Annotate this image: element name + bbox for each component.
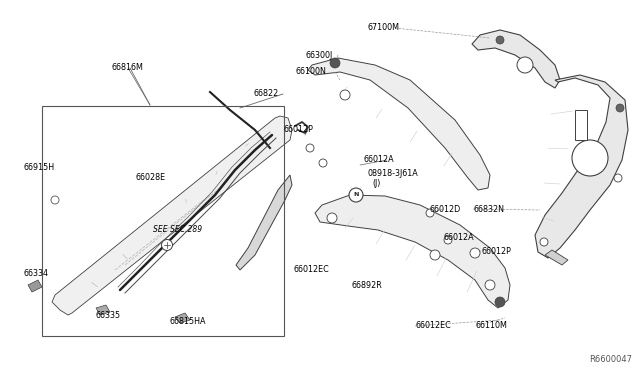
Text: 66815HA: 66815HA [170,317,207,327]
Circle shape [572,140,608,176]
Circle shape [517,57,533,73]
Polygon shape [28,280,42,292]
Circle shape [614,174,622,182]
Circle shape [496,36,504,44]
Text: 66334: 66334 [24,269,49,278]
Circle shape [319,159,327,167]
Text: (J): (J) [372,180,380,189]
Text: SEE SEC.289: SEE SEC.289 [153,224,202,234]
Polygon shape [535,75,628,258]
Polygon shape [545,250,568,265]
Circle shape [444,236,452,244]
Polygon shape [175,313,190,323]
Circle shape [426,209,434,217]
Polygon shape [96,305,110,315]
Text: 66028E: 66028E [136,173,166,183]
Polygon shape [308,58,490,190]
Text: 66335: 66335 [96,311,121,321]
Circle shape [161,240,173,250]
Circle shape [495,297,505,307]
Text: 08918-3J61A: 08918-3J61A [367,170,418,179]
Text: 66012EC: 66012EC [294,264,330,273]
Text: 66300J: 66300J [305,51,332,60]
Bar [575,110,587,140]
Circle shape [470,248,480,258]
Circle shape [616,104,624,112]
Text: 66012P: 66012P [283,125,313,135]
Circle shape [340,90,350,100]
Text: 66012A: 66012A [444,232,475,241]
Polygon shape [52,116,292,315]
Circle shape [306,144,314,152]
Text: 66915H: 66915H [24,164,55,173]
Circle shape [349,188,363,202]
Text: 66012P: 66012P [481,247,511,256]
Text: 67100M: 67100M [367,23,399,32]
Polygon shape [236,175,292,270]
Bar [42,106,284,336]
Polygon shape [315,195,510,308]
Text: 66012D: 66012D [430,205,461,214]
Circle shape [430,250,440,260]
Circle shape [540,238,548,246]
Circle shape [485,280,495,290]
Text: 66816M: 66816M [112,64,144,73]
Circle shape [51,196,59,204]
Text: 66110M: 66110M [476,321,508,330]
Text: 66822: 66822 [253,90,278,99]
Text: 66100N: 66100N [295,67,326,77]
Text: 66892R: 66892R [352,280,383,289]
Circle shape [351,190,360,199]
Circle shape [330,58,340,68]
Circle shape [327,213,337,223]
Text: 66832N: 66832N [473,205,504,214]
Text: N: N [353,192,358,198]
Polygon shape [472,30,560,88]
Text: 66012A: 66012A [363,155,394,164]
Text: R6600047: R6600047 [589,355,632,364]
Text: 66012EC: 66012EC [415,321,451,330]
